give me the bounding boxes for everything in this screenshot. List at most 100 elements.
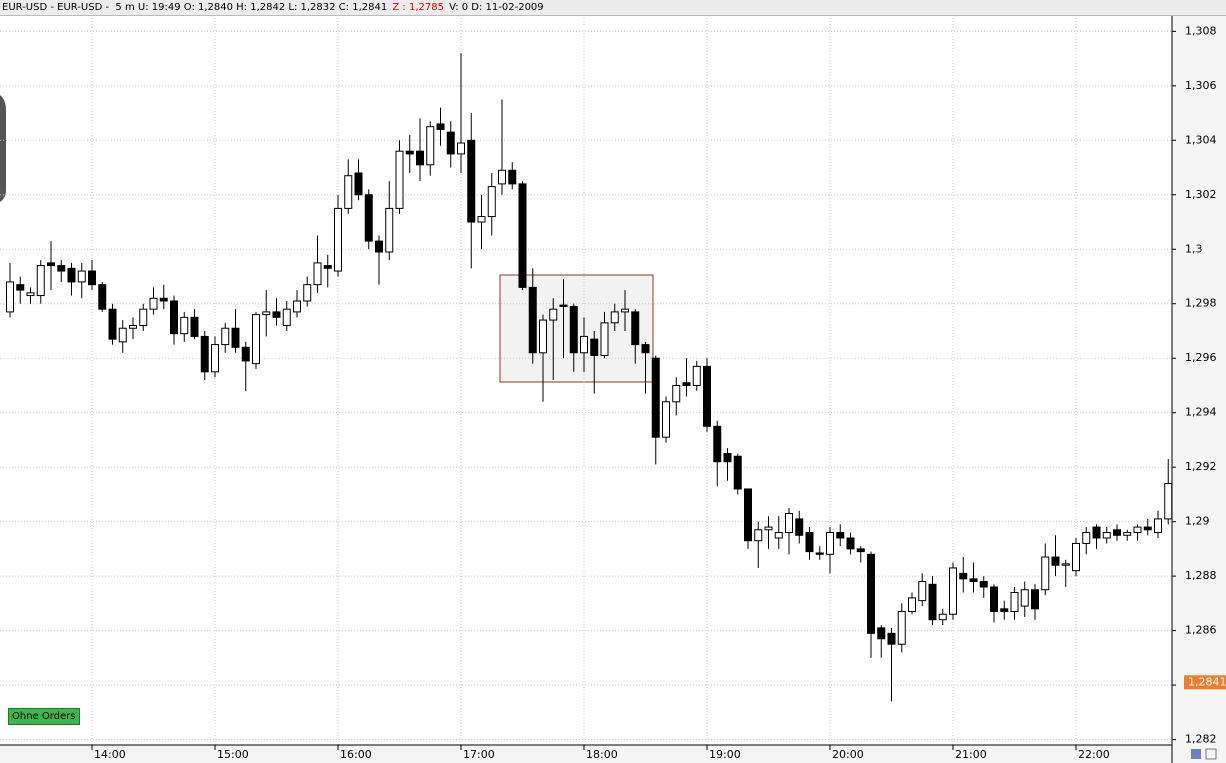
candle-body bbox=[344, 175, 353, 209]
candle-body bbox=[662, 401, 670, 438]
candle-body bbox=[272, 311, 281, 318]
candle-body bbox=[651, 357, 660, 438]
candle-body bbox=[262, 311, 271, 316]
candle-body bbox=[600, 322, 609, 356]
candle-body bbox=[149, 297, 158, 310]
candle-body bbox=[744, 488, 752, 542]
candle-body bbox=[364, 194, 373, 242]
candle-body bbox=[1092, 526, 1101, 539]
y-tick-label: 1,29 bbox=[1185, 515, 1210, 528]
candle-body bbox=[190, 316, 199, 337]
y-tick-label: 1,294 bbox=[1185, 406, 1217, 419]
candle-body bbox=[682, 382, 691, 386]
candle-body bbox=[67, 267, 76, 283]
candle-body bbox=[416, 150, 424, 166]
candle-body bbox=[200, 335, 209, 373]
candle-body bbox=[631, 311, 640, 346]
y-tick-label: 1,3 bbox=[1185, 242, 1203, 255]
candle-body bbox=[180, 316, 189, 335]
candle-body bbox=[518, 183, 527, 288]
candle-body bbox=[1143, 526, 1152, 531]
candle-body bbox=[846, 537, 855, 550]
candle-body bbox=[580, 335, 588, 354]
candle-body bbox=[1010, 591, 1019, 613]
x-tick-label: 14:00 bbox=[94, 748, 126, 761]
candle-body bbox=[1154, 518, 1162, 534]
candle-body bbox=[467, 139, 476, 223]
doc-icon[interactable] bbox=[1205, 748, 1217, 760]
y-tick-label: 1,296 bbox=[1185, 351, 1217, 364]
current-price-label: 1,2841 bbox=[1188, 675, 1226, 688]
candle-body bbox=[98, 284, 107, 310]
x-tick-label: 19:00 bbox=[709, 748, 741, 761]
candle-body bbox=[47, 262, 55, 267]
candle-body bbox=[436, 123, 445, 130]
candle-body bbox=[498, 169, 506, 185]
candle-body bbox=[508, 169, 517, 185]
y-tick-label: 1,288 bbox=[1185, 569, 1217, 582]
y-tick-label: 1,304 bbox=[1185, 133, 1217, 146]
x-tick-label: 21:00 bbox=[955, 748, 987, 761]
candle-body bbox=[36, 265, 45, 297]
candle-body bbox=[57, 265, 66, 272]
candle-body bbox=[959, 572, 968, 580]
x-tick-label: 15:00 bbox=[217, 748, 249, 761]
y-tick-label: 1,286 bbox=[1185, 624, 1217, 637]
candle-body bbox=[334, 207, 342, 272]
candle-body bbox=[16, 284, 25, 291]
y-tick-label: 1,308 bbox=[1185, 24, 1217, 37]
candle-body bbox=[1031, 589, 1039, 610]
candle-body bbox=[354, 172, 363, 196]
current-price-box bbox=[1184, 675, 1226, 690]
candle-body bbox=[887, 632, 896, 645]
candle-body bbox=[559, 304, 568, 307]
candle-body bbox=[6, 281, 14, 313]
header-tail: V: 0 D: 11-02-2009 bbox=[449, 2, 544, 13]
candle-body bbox=[1061, 563, 1070, 566]
candle-body bbox=[928, 583, 937, 621]
candle-body bbox=[129, 325, 137, 329]
candle-body bbox=[528, 286, 537, 354]
candle-body bbox=[1133, 526, 1142, 534]
candle-body bbox=[108, 308, 117, 340]
candle-body bbox=[1113, 529, 1121, 536]
header-info: EUR-USD - EUR-USD - 5 m U: 19:49 O: 1,28… bbox=[2, 2, 388, 13]
candle-body bbox=[1020, 589, 1029, 607]
candle-body bbox=[785, 512, 793, 534]
candle-body bbox=[569, 305, 578, 354]
candle-body bbox=[313, 262, 322, 286]
candle-body bbox=[979, 581, 988, 588]
y-tick-label: 1,306 bbox=[1185, 79, 1217, 92]
candle-body bbox=[764, 526, 773, 531]
candle-body bbox=[1082, 532, 1091, 544]
candle-body bbox=[1000, 608, 1009, 613]
candle-body bbox=[1164, 483, 1172, 520]
side-tab bbox=[0, 95, 6, 202]
y-tick-label: 1,302 bbox=[1185, 188, 1217, 201]
candle-body bbox=[159, 297, 168, 302]
candle-body bbox=[1123, 532, 1132, 536]
candle-body bbox=[621, 308, 629, 313]
candle-body bbox=[641, 344, 650, 354]
orders-button[interactable]: Ohne Orders bbox=[8, 708, 80, 725]
candle-body bbox=[836, 532, 845, 539]
candle-body bbox=[754, 529, 763, 542]
candle-body bbox=[1102, 532, 1111, 539]
candle-body bbox=[395, 150, 404, 209]
save-icon[interactable] bbox=[1191, 749, 1201, 759]
candle-body bbox=[856, 548, 865, 553]
header-z: Z : 1,2785 bbox=[392, 2, 444, 13]
candle-body bbox=[1072, 542, 1080, 572]
candle-body bbox=[477, 216, 486, 223]
candle-body bbox=[969, 578, 978, 583]
candle-body bbox=[303, 284, 312, 302]
candle-body bbox=[221, 327, 230, 346]
candle-body bbox=[539, 319, 547, 354]
candle-body bbox=[487, 186, 496, 218]
candle-body bbox=[590, 338, 599, 356]
candle-body bbox=[733, 455, 742, 490]
candle-body bbox=[774, 532, 783, 539]
candle-body bbox=[938, 613, 947, 621]
